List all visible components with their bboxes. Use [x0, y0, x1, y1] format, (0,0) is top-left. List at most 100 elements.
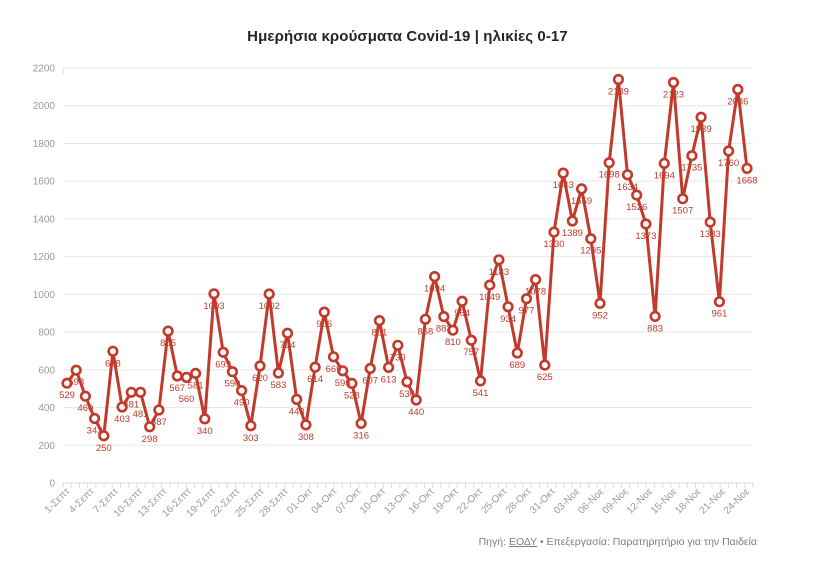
data-point-marker[interactable]: [346, 377, 358, 390]
data-point-marker[interactable]: [649, 310, 661, 323]
data-point-marker[interactable]: [419, 313, 432, 325]
data-point-marker[interactable]: [171, 370, 183, 382]
data-point-marker[interactable]: [502, 301, 514, 313]
data-point-marker[interactable]: [190, 367, 202, 380]
data-point-marker[interactable]: [686, 150, 698, 162]
data-point-marker[interactable]: [410, 394, 422, 406]
x-axis-label: 1-Σεπτ: [43, 486, 72, 515]
data-point-marker[interactable]: [98, 430, 110, 442]
data-point-marker[interactable]: [631, 189, 643, 201]
data-point-label: 560: [179, 394, 195, 405]
data-point-marker[interactable]: [621, 169, 634, 181]
data-point-marker[interactable]: [162, 325, 174, 337]
data-point-marker[interactable]: [612, 73, 625, 86]
data-point-marker[interactable]: [70, 364, 82, 376]
data-point-label: 883: [647, 323, 663, 334]
data-point-marker[interactable]: [107, 345, 119, 357]
data-point-marker[interactable]: [529, 274, 542, 286]
data-point-marker[interactable]: [722, 145, 735, 157]
data-point-label: 906: [316, 319, 332, 330]
data-point-marker[interactable]: [134, 386, 147, 398]
data-point-marker[interactable]: [474, 375, 487, 387]
data-point-marker[interactable]: [272, 367, 285, 379]
data-point-marker[interactable]: [603, 157, 615, 169]
data-point-marker[interactable]: [383, 361, 395, 374]
data-point-marker[interactable]: [557, 167, 569, 179]
data-point-label: 952: [592, 310, 608, 321]
data-point-marker[interactable]: [300, 419, 312, 431]
data-point-marker[interactable]: [585, 233, 597, 245]
data-point-marker[interactable]: [61, 377, 73, 389]
data-point-marker[interactable]: [667, 76, 680, 89]
x-axis-label: 01-Οκτ: [285, 486, 315, 516]
data-point-label: 805: [160, 338, 176, 349]
data-point-label: 598: [68, 377, 84, 388]
data-point-label: 1078: [525, 287, 546, 298]
data-point-marker[interactable]: [493, 254, 505, 266]
data-point-marker[interactable]: [429, 271, 441, 283]
data-point-marker[interactable]: [640, 218, 652, 230]
data-point-label: 481: [123, 399, 139, 410]
data-point-marker[interactable]: [153, 404, 165, 416]
data-point-marker[interactable]: [318, 306, 330, 318]
data-point-marker[interactable]: [373, 315, 386, 327]
data-point-marker[interactable]: [704, 216, 716, 228]
data-point-marker[interactable]: [695, 111, 707, 123]
data-point-marker[interactable]: [88, 412, 101, 425]
data-point-marker[interactable]: [254, 360, 266, 372]
data-point-marker[interactable]: [539, 359, 551, 371]
data-point-marker[interactable]: [199, 413, 211, 425]
data-point-label: 1003: [203, 301, 224, 312]
data-point-marker[interactable]: [337, 365, 349, 377]
y-axis-label: 1400: [33, 214, 56, 225]
data-point-label: 698: [105, 358, 121, 369]
data-point-marker[interactable]: [392, 339, 404, 351]
data-point-marker[interactable]: [208, 288, 220, 300]
data-point-marker[interactable]: [291, 393, 303, 406]
data-point-marker[interactable]: [658, 157, 670, 169]
data-point-marker[interactable]: [79, 390, 91, 402]
data-point-marker[interactable]: [263, 288, 275, 300]
data-point-marker[interactable]: [116, 401, 128, 413]
data-point-marker[interactable]: [355, 417, 367, 430]
data-point-marker[interactable]: [438, 311, 450, 323]
data-point-marker[interactable]: [401, 376, 413, 388]
data-point-marker[interactable]: [713, 296, 726, 308]
data-point-marker[interactable]: [575, 183, 588, 195]
data-point-label: 689: [509, 360, 525, 371]
data-point-marker[interactable]: [484, 279, 496, 291]
data-point-label: 1507: [672, 206, 693, 217]
x-axis-label: 19-Οκτ: [431, 486, 461, 516]
data-point-marker[interactable]: [309, 361, 321, 373]
data-point-label: 1330: [543, 239, 564, 250]
data-point-marker[interactable]: [511, 347, 523, 359]
data-point-marker[interactable]: [548, 226, 560, 238]
data-point-marker[interactable]: [732, 83, 744, 96]
data-point-label: 583: [270, 380, 286, 391]
data-point-marker[interactable]: [245, 420, 257, 432]
data-point-label: 581: [188, 380, 204, 391]
data-point-marker[interactable]: [364, 362, 376, 375]
data-point-marker[interactable]: [217, 346, 229, 358]
data-point-marker[interactable]: [594, 297, 606, 310]
data-point-marker[interactable]: [236, 385, 248, 397]
data-point-marker[interactable]: [677, 193, 689, 205]
source-link[interactable]: ΕΟΔΥ: [508, 536, 537, 548]
data-point-label: 1939: [691, 124, 712, 135]
data-point-marker[interactable]: [125, 386, 137, 398]
data-point-marker[interactable]: [447, 324, 459, 336]
data-point-marker[interactable]: [327, 351, 340, 363]
data-point-marker[interactable]: [180, 371, 193, 384]
data-point-marker[interactable]: [456, 295, 468, 307]
y-axis-label: 1200: [33, 252, 56, 263]
data-point-label: 868: [417, 326, 433, 337]
data-point-marker[interactable]: [741, 162, 753, 174]
data-point-marker[interactable]: [226, 366, 238, 378]
data-point-marker[interactable]: [281, 327, 294, 339]
data-point-marker[interactable]: [144, 421, 156, 433]
data-point-marker[interactable]: [465, 334, 477, 346]
data-point-marker[interactable]: [566, 215, 579, 227]
data-point-label: 810: [445, 337, 461, 348]
data-point-label: 2086: [727, 97, 748, 108]
data-point-marker[interactable]: [520, 293, 533, 305]
